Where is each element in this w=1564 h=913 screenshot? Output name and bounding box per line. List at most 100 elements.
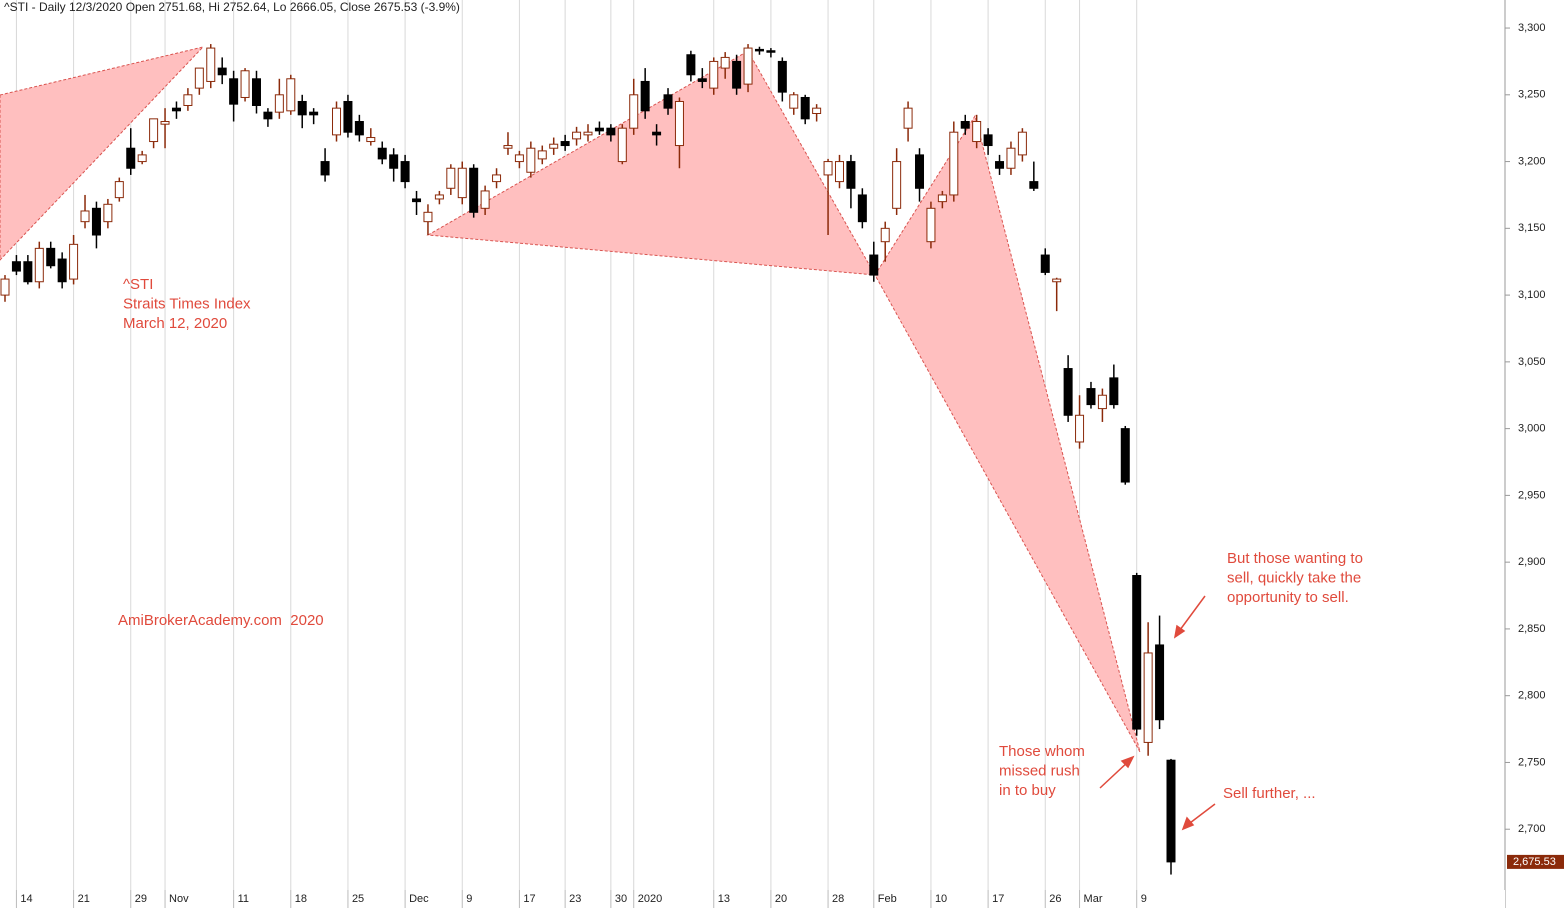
x-tick-label: 18: [295, 893, 307, 905]
candle-body: [697, 78, 707, 82]
candle-body: [1143, 652, 1153, 743]
candle-body: [217, 67, 227, 76]
x-tick-label: Nov: [169, 893, 189, 905]
y-tick-label: 3,000: [1518, 423, 1546, 435]
candle-body: [514, 154, 524, 163]
candle-body: [709, 60, 719, 89]
pattern-leg: [426, 50, 876, 276]
price-tag: 2,675.53: [1513, 856, 1556, 868]
x-axis: 14 21 29 Nov 11 18 25 Dec 9 17 23 30 2020 13 20 28 Feb 10…: [0, 890, 1505, 908]
candle-body: [652, 131, 662, 136]
candle-body: [434, 194, 444, 200]
candle-body: [286, 78, 296, 112]
candle-body: [103, 203, 113, 223]
candle-body: [11, 261, 21, 272]
candle-body: [137, 154, 147, 163]
candle-body: [423, 211, 433, 223]
annotation: March 12, 2020: [123, 315, 227, 332]
candle-body: [960, 121, 970, 129]
x-tick-label: 20: [775, 893, 787, 905]
annotation: opportunity to sell.: [1227, 589, 1349, 606]
x-tick-label: 10: [935, 893, 947, 905]
x-tick-label: 11: [238, 893, 249, 905]
candle-body: [1006, 147, 1016, 169]
candle-body: [1120, 428, 1130, 483]
candle-body: [926, 207, 936, 243]
candle-body: [274, 94, 284, 113]
candle-body: [1029, 181, 1039, 189]
candle-body: [1155, 644, 1165, 721]
candle-body: [0, 278, 10, 296]
candle-body: [46, 247, 56, 267]
candle-body: [594, 127, 604, 132]
x-tick-label: 26: [1049, 893, 1061, 905]
y-tick-label: 3,300: [1518, 22, 1546, 34]
candle-body: [732, 60, 742, 89]
candle-body: [1075, 414, 1085, 443]
candle-body: [663, 94, 673, 109]
candle-body: [686, 54, 696, 76]
candle-body: [366, 137, 376, 143]
candle-body: [583, 131, 593, 136]
arrows: [1099, 595, 1216, 831]
candle-body: [880, 227, 890, 243]
candle-body: [503, 145, 513, 149]
candle-body: [91, 207, 101, 236]
annotation: AmiBrokerAcademy.com 2020: [118, 612, 324, 629]
annotation: Straits Times Index: [123, 295, 251, 312]
candle-body: [160, 121, 170, 125]
candle-body: [674, 100, 684, 147]
y-tick-label: 2,900: [1518, 556, 1546, 568]
annotation: in to buy: [999, 782, 1056, 799]
arrow: [1176, 595, 1206, 635]
candle-body: [309, 111, 319, 116]
candle-body: [972, 121, 982, 143]
x-tick-label: 14: [20, 893, 32, 905]
candle-body: [206, 47, 216, 82]
candle-body: [263, 111, 273, 120]
x-tick-label: 9: [466, 893, 472, 905]
annotations: ^STI Straits Times Index March 12, 2020 Ami…: [118, 276, 1363, 802]
candle-body: [389, 154, 399, 169]
candle-body: [457, 167, 467, 199]
x-tick-label: 25: [352, 893, 364, 905]
y-axis-ticks: 2,700 2,750 2,800 2,850 2,900 2,950 3,000 3,050…: [1505, 22, 1546, 835]
candle-body: [23, 261, 33, 283]
candle-body: [812, 107, 822, 114]
candle-body: [1166, 759, 1176, 863]
candle-body: [492, 174, 502, 183]
x-tick-label: 21: [78, 893, 90, 905]
arrow-head: [1173, 624, 1186, 639]
candle-body: [789, 94, 799, 109]
x-tick-label: Feb: [878, 893, 897, 905]
candle-body: [251, 78, 261, 106]
annotation: Those whom: [999, 743, 1085, 760]
candle-body: [1040, 254, 1050, 273]
candle-body: [766, 50, 776, 53]
candle-body: [869, 254, 879, 276]
annotation: But those wanting to: [1227, 550, 1363, 567]
candle-body: [446, 167, 456, 189]
candle-body: [549, 143, 559, 149]
annotation: sell, quickly take the: [1227, 569, 1361, 586]
y-tick-label: 2,750: [1518, 756, 1546, 768]
candle-body: [537, 150, 547, 160]
candle-body: [400, 161, 410, 183]
candle-body: [469, 167, 479, 213]
y-tick-label: 2,950: [1518, 489, 1546, 501]
candle-body: [343, 100, 353, 133]
y-tick-label: 3,050: [1518, 356, 1546, 368]
pattern-leg: [0, 46, 205, 261]
candle-body: [1086, 388, 1096, 406]
x-tick-label: 17: [523, 893, 535, 905]
candle-body: [606, 127, 616, 136]
pattern: [0, 46, 1141, 753]
x-tick-label: 23: [569, 893, 581, 905]
candle-body: [903, 107, 913, 129]
candle-body: [149, 118, 159, 143]
candle-body: [126, 147, 136, 169]
candle-body: [995, 161, 1005, 169]
y-tick-label: 3,250: [1518, 89, 1546, 101]
candle-body: [892, 161, 902, 209]
